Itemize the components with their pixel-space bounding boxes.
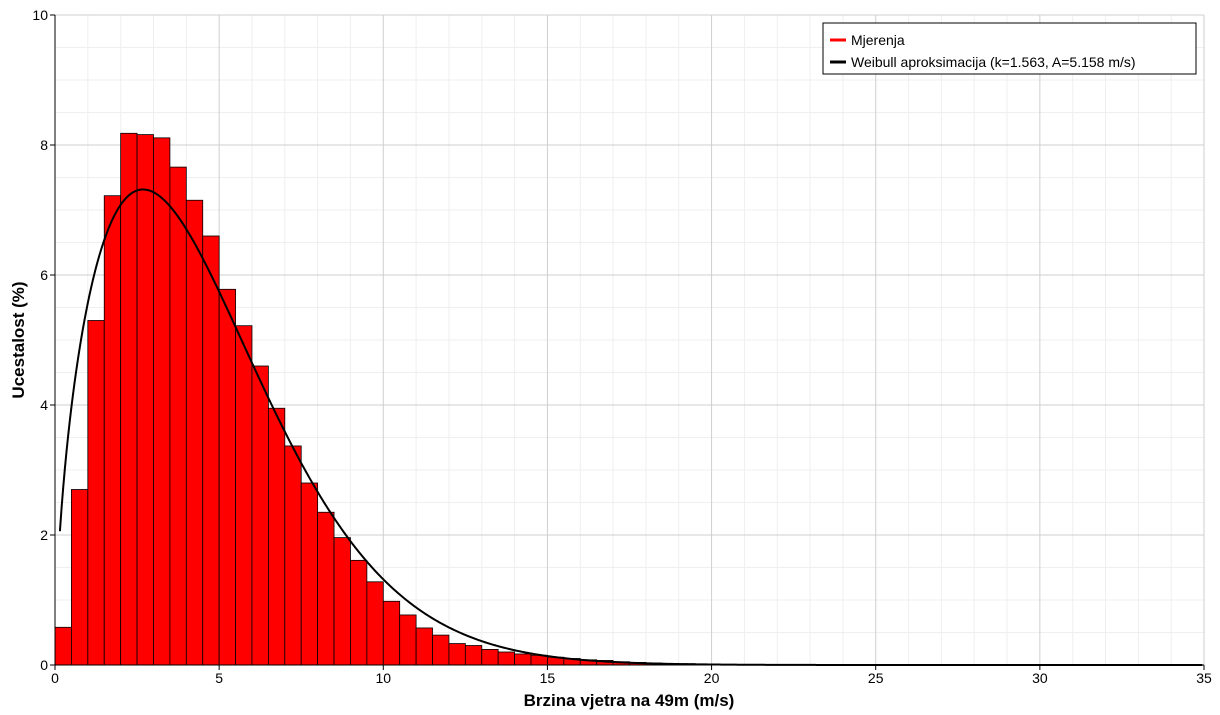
histogram-bar [267, 407, 286, 666]
histogram-bar [464, 645, 483, 666]
x-tick-label: 10 [375, 670, 391, 686]
y-tick-label: 6 [40, 267, 48, 283]
x-tick-label: 25 [868, 670, 884, 686]
histogram-bar [235, 325, 253, 666]
x-axis-title: Brzina vjetra na 49m (m/s) [524, 691, 735, 710]
histogram-bar [218, 288, 236, 666]
histogram-bar [317, 511, 335, 666]
histogram-bar [366, 581, 384, 666]
x-tick-label: 5 [215, 670, 223, 686]
histogram-bar [103, 195, 122, 666]
y-tick-label: 0 [40, 657, 48, 673]
axes [54, 15, 1204, 666]
histogram-bar [284, 445, 302, 666]
histogram-bar [136, 134, 154, 666]
histogram-bar [514, 653, 532, 666]
x-tick-label: 20 [704, 670, 720, 686]
x-tick-label: 15 [540, 670, 556, 686]
histogram-bar [333, 537, 351, 666]
grid [54, 14, 1205, 666]
legend-box [822, 22, 1197, 75]
histogram-bar [120, 132, 138, 666]
histogram-bar [399, 614, 417, 666]
x-tick-label: 0 [51, 670, 59, 686]
histogram-bar [382, 600, 401, 666]
histogram-bar [202, 235, 220, 666]
y-tick-label: 8 [40, 137, 48, 153]
y-tick-label: 4 [40, 397, 48, 413]
histogram-bar [251, 365, 269, 666]
y-tick-label: 2 [40, 527, 48, 543]
histogram-bar [350, 559, 368, 666]
histogram-bar [71, 489, 89, 666]
histogram-bar [432, 634, 450, 666]
histogram-bar [87, 320, 105, 666]
histogram-bar [448, 643, 466, 666]
legend-label-weibull: Weibull aproksimacija (k=1.563, A=5.158 … [851, 54, 1136, 70]
legend-label-mjerenja: Mjerenja [851, 32, 905, 48]
histogram-bar [169, 166, 187, 666]
x-tick-label: 30 [1032, 670, 1048, 686]
histogram-bar [153, 137, 171, 666]
tick-labels: 0 5 10 15 20 25 30 35 0 2 4 6 8 10 [32, 7, 1212, 686]
histogram-bar [54, 626, 72, 666]
legend: Mjerenja Weibull aproksimacija (k=1.563,… [822, 22, 1197, 75]
histogram-bar [300, 482, 319, 666]
histogram-bar [497, 651, 515, 666]
y-axis-title: Ucestalost (%) [9, 281, 28, 398]
histogram-bar [481, 649, 499, 666]
histogram-bar [185, 199, 204, 666]
y-tick-label: 10 [32, 7, 48, 23]
histogram-bar [415, 627, 433, 666]
x-tick-label: 35 [1196, 670, 1212, 686]
